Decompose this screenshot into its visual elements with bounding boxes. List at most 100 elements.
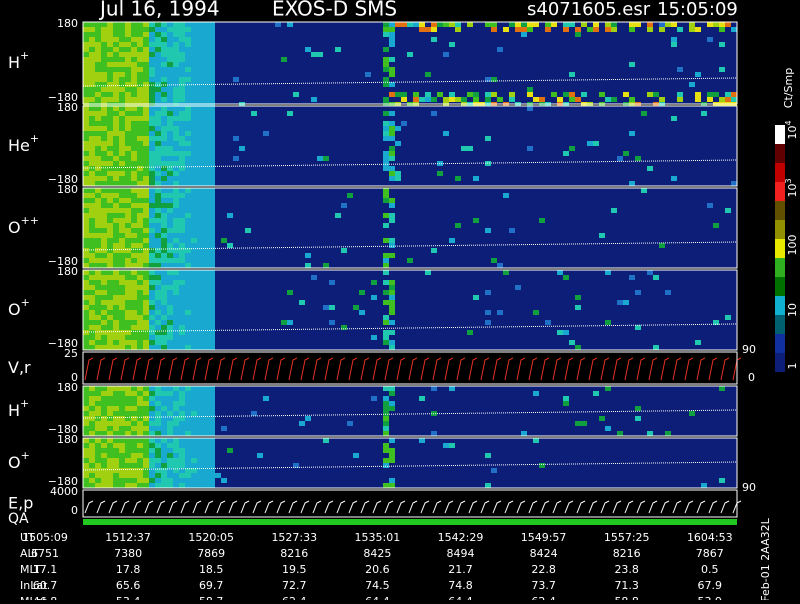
heatmap-cell — [209, 263, 215, 268]
heatmap-cell — [341, 203, 347, 208]
heatmap-cell — [185, 116, 191, 121]
heatmap-cell — [107, 335, 113, 340]
heatmap-cell — [185, 391, 191, 396]
heatmap-cell — [179, 37, 185, 42]
heatmap-cell — [83, 290, 89, 295]
heatmap-cell — [203, 106, 209, 111]
heatmap-cell — [167, 82, 173, 87]
heatmap-cell — [149, 295, 155, 300]
heatmap-cell — [485, 161, 491, 166]
row-value: 64.4 — [365, 595, 390, 600]
heatmap-cell — [95, 77, 101, 82]
heatmap-cell — [161, 166, 167, 171]
heatmap-cell — [149, 171, 155, 176]
heatmap-cell — [491, 77, 497, 82]
heatmap-cell — [101, 391, 107, 396]
heatmap-cell — [131, 280, 137, 285]
heatmap-cell — [383, 335, 389, 340]
heatmap-cell — [107, 181, 113, 186]
heatmap-cell — [167, 295, 173, 300]
heatmap-cell — [191, 141, 197, 146]
heatmap-cell — [107, 198, 113, 203]
heatmap-cell — [173, 116, 179, 121]
heatmap-cell — [155, 263, 161, 268]
heatmap-cell — [137, 396, 143, 401]
heatmap-cell — [167, 92, 173, 97]
heatmap-cell — [107, 305, 113, 310]
heatmap-cell — [161, 280, 167, 285]
heatmap-cell — [401, 92, 407, 97]
heatmap-cell — [179, 463, 185, 468]
heatmap-cell — [389, 151, 395, 156]
heatmap-cell — [83, 223, 89, 228]
heatmap-cell — [137, 280, 143, 285]
heatmap-cell — [383, 448, 389, 453]
heatmap-cell — [197, 406, 203, 411]
heatmap-cell — [143, 151, 149, 156]
heatmap-cell — [185, 161, 191, 166]
heatmap-cell — [173, 47, 179, 52]
heatmap-cell — [143, 426, 149, 431]
heatmap-cell — [485, 453, 491, 458]
heatmap-cell — [197, 300, 203, 305]
heatmap-cell — [125, 253, 131, 258]
heatmap-cell — [131, 116, 137, 121]
heatmap-cell — [131, 483, 137, 488]
heatmap-cell — [113, 305, 119, 310]
heatmap-cell — [497, 47, 503, 52]
heatmap-cell — [113, 111, 119, 116]
heatmap-cell — [401, 22, 407, 27]
heatmap-cell — [155, 396, 161, 401]
heatmap-cell — [95, 208, 101, 213]
heatmap-cell — [107, 223, 113, 228]
heatmap-cell — [95, 203, 101, 208]
heatmap-cell — [83, 97, 89, 102]
heatmap-cell — [113, 188, 119, 193]
heatmap-cell — [95, 416, 101, 421]
heatmap-cell — [83, 131, 89, 136]
heatmap-cell — [89, 106, 95, 111]
heatmap-cell — [413, 92, 419, 97]
heatmap-cell — [113, 406, 119, 411]
heatmap-cell — [113, 468, 119, 473]
heatmap-cell — [725, 208, 731, 213]
heatmap-cell — [119, 106, 125, 111]
heatmap-cell — [143, 325, 149, 330]
heatmap-cell — [161, 396, 167, 401]
heatmap-cell — [161, 243, 167, 248]
heatmap-cell — [101, 340, 107, 345]
heatmap-cell — [95, 345, 101, 350]
row-value: 53.4 — [116, 595, 141, 600]
heatmap-cell — [149, 42, 155, 47]
heatmap-cell — [593, 22, 599, 27]
panel-label-sup: ++ — [21, 214, 39, 227]
heatmap-cell — [203, 116, 209, 121]
heatmap-cell — [125, 453, 131, 458]
heatmap-cell — [419, 97, 425, 102]
heatmap-cell — [185, 32, 191, 37]
heatmap-cell — [83, 416, 89, 421]
heatmap-cell — [89, 431, 95, 436]
heatmap-cell — [143, 340, 149, 345]
heatmap-cell — [89, 171, 95, 176]
heatmap-cell — [197, 27, 203, 32]
heatmap-cell — [185, 171, 191, 176]
heatmap-cell — [107, 448, 113, 453]
row-value: 23.8 — [614, 563, 639, 576]
heatmap-cell — [173, 106, 179, 111]
heatmap-cell — [137, 87, 143, 92]
heatmap-cell — [197, 193, 203, 198]
heatmap-cell — [185, 208, 191, 213]
heatmap-cell — [167, 111, 173, 116]
heatmap-cell — [209, 406, 215, 411]
heatmap-cell — [107, 92, 113, 97]
heatmap-cell — [161, 223, 167, 228]
heatmap-cell — [179, 166, 185, 171]
axis-top: 25 — [64, 347, 78, 360]
heatmap-cell — [155, 97, 161, 102]
heatmap-cell — [83, 218, 89, 223]
heatmap-cell — [191, 156, 197, 161]
heatmap-cell — [155, 315, 161, 320]
heatmap-cell — [389, 458, 395, 463]
heatmap-cell — [191, 401, 197, 406]
